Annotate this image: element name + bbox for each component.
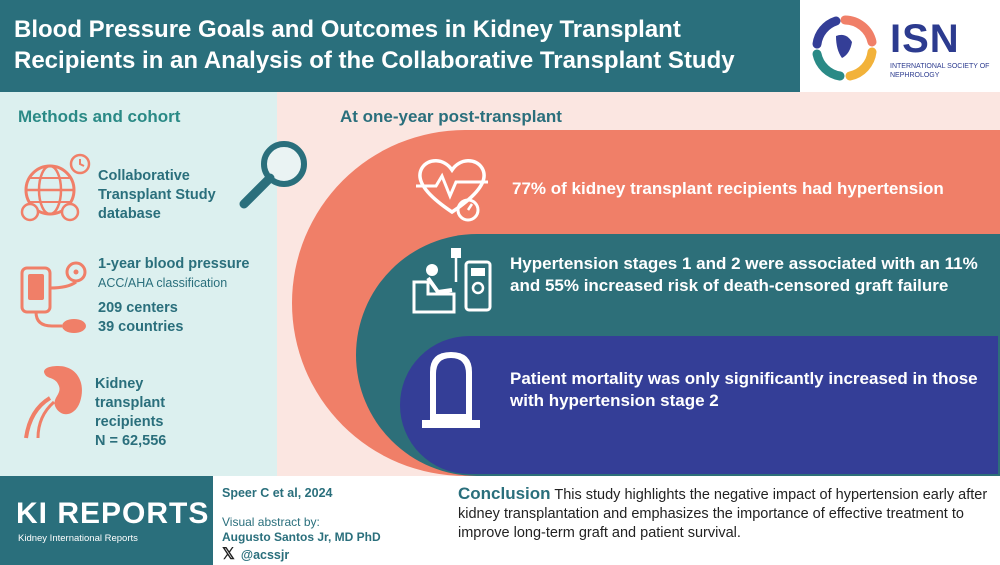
header-banner bbox=[0, 0, 800, 92]
credit-author: Augusto Santos Jr, MD PhD bbox=[222, 530, 381, 544]
journal-branding bbox=[0, 476, 213, 565]
result-band-mortality bbox=[400, 336, 998, 474]
bp-classification: ACC/AHA classification bbox=[98, 276, 228, 290]
blood-pressure-monitor-icon bbox=[20, 261, 87, 333]
countries-count: 39 countries bbox=[98, 319, 184, 335]
conclusion: Conclusion This study highlights the neg… bbox=[458, 484, 993, 543]
social-handle[interactable]: 𝕏 @acssjr bbox=[222, 546, 290, 563]
methods-heading: Methods and cohort bbox=[18, 107, 181, 126]
kidney-icon bbox=[24, 366, 82, 439]
tombstone-icon bbox=[422, 352, 480, 428]
globe-database-icon bbox=[20, 153, 91, 222]
visual-abstract-credit: Visual abstract by: Augusto Santos Jr, M… bbox=[222, 515, 381, 545]
x-logo-icon: 𝕏 bbox=[222, 546, 235, 563]
heart-pulse-icon bbox=[416, 159, 488, 222]
finding-hypertension-prevalence: 77% of kidney transplant recipients had … bbox=[512, 179, 944, 198]
isn-globe-logo-icon bbox=[812, 15, 877, 81]
results-heading: At one-year post-transplant bbox=[340, 107, 562, 126]
recipients-label: Kidney transplant recipients bbox=[95, 376, 166, 430]
isn-logo-text: ISN bbox=[890, 17, 960, 61]
database-label: Collaborative Transplant Study database bbox=[98, 168, 216, 222]
dialysis-patient-icon bbox=[412, 248, 492, 314]
isn-logo-subtitle: INTERNATIONAL SOCIETY OF NEPHROLOGY bbox=[890, 63, 990, 79]
conclusion-text: This study highlights the negative impac… bbox=[458, 487, 988, 541]
finding-graft-failure: Hypertension stages 1 and 2 were associa… bbox=[510, 254, 978, 295]
cohort-size: N = 62,556 bbox=[95, 433, 167, 449]
journal-subtitle: Kidney International Reports bbox=[18, 533, 138, 544]
finding-mortality: Patient mortality was only significantly… bbox=[510, 369, 978, 410]
magnifier-icon bbox=[239, 141, 307, 209]
conclusion-label: Conclusion bbox=[458, 484, 551, 503]
citation: Speer C et al, 2024 bbox=[222, 486, 333, 500]
page-title: Blood Pressure Goals and Outcomes in Kid… bbox=[14, 16, 735, 74]
centers-count: 209 centers bbox=[98, 300, 178, 316]
journal-logo-text: KI REPORTS bbox=[16, 497, 210, 530]
bp-title: 1-year blood pressure bbox=[98, 256, 250, 272]
credit-label: Visual abstract by: bbox=[222, 515, 320, 529]
